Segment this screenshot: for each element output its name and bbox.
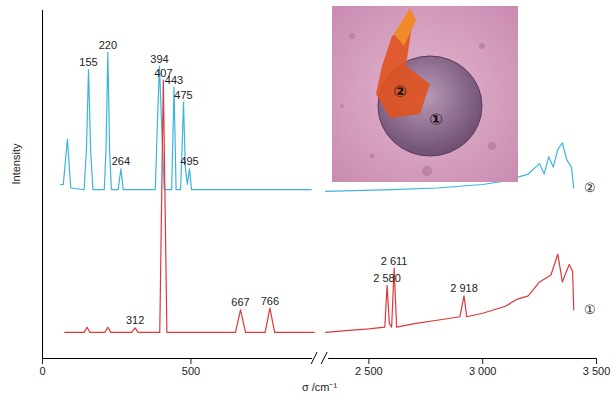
svg-text:2 918: 2 918 <box>450 282 478 294</box>
svg-text:394: 394 <box>150 53 168 65</box>
svg-text:312: 312 <box>126 314 144 326</box>
svg-text:②: ② <box>393 82 407 101</box>
svg-text:3 500: 3 500 <box>583 365 611 377</box>
svg-text:766: 766 <box>261 295 279 307</box>
svg-text:667: 667 <box>231 296 249 308</box>
svg-text:443: 443 <box>164 73 184 86</box>
svg-text:①: ① <box>429 110 443 129</box>
svg-text:155: 155 <box>79 56 97 68</box>
svg-text:σ /cm⁻¹: σ /cm⁻¹ <box>302 381 338 393</box>
svg-text:475: 475 <box>174 89 192 101</box>
svg-text:2 580: 2 580 <box>373 272 401 284</box>
svg-text:①: ① <box>584 302 596 317</box>
svg-text:2 611: 2 611 <box>381 255 408 267</box>
svg-text:500: 500 <box>182 365 200 377</box>
svg-text:3 000: 3 000 <box>469 365 497 377</box>
svg-text:220: 220 <box>99 39 117 51</box>
svg-text:0: 0 <box>39 365 45 377</box>
svg-text:2 500: 2 500 <box>355 365 383 377</box>
svg-text:Intensity: Intensity <box>10 143 22 184</box>
svg-text:264: 264 <box>112 155 130 167</box>
svg-text:495: 495 <box>180 155 198 167</box>
svg-text:407: 407 <box>154 67 172 79</box>
svg-text:②: ② <box>584 180 596 195</box>
